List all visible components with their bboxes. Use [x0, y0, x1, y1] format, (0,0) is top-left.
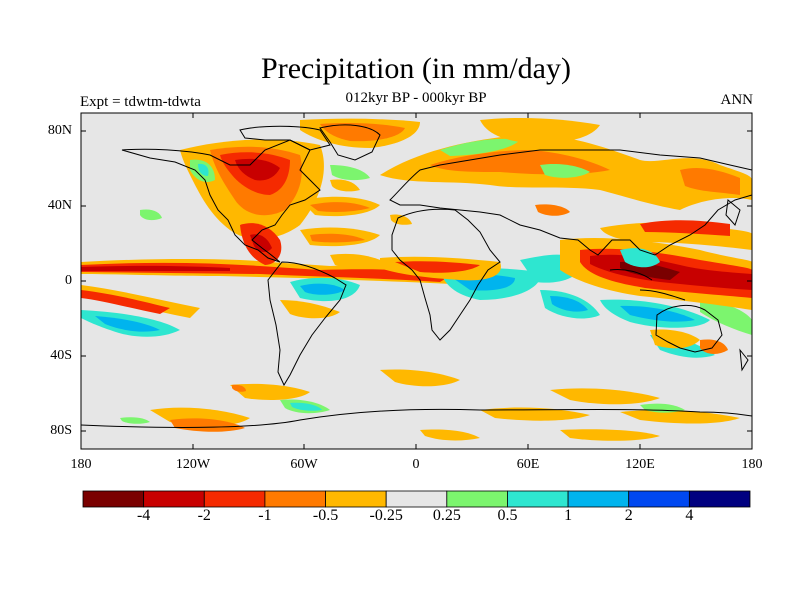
colorbar-tick-label: 2	[624, 507, 633, 524]
colorbar-tick-label: -4	[136, 507, 151, 524]
colorbar-swatch	[264, 490, 326, 508]
season-label: ANN	[720, 92, 754, 108]
colorbar-tick-label: 0.25	[432, 507, 461, 524]
colorbar-swatch	[143, 490, 205, 508]
colorbar-tick-label: -2	[197, 507, 211, 524]
colorbar-swatch	[446, 490, 508, 508]
colorbar-tick-label: -1	[258, 507, 272, 524]
precip-anomaly-field	[81, 117, 752, 441]
colorbar-tick-label: 0.5	[497, 507, 518, 524]
colorbar-tick-label: -0.5	[312, 507, 339, 524]
colorbar-swatch	[203, 490, 266, 508]
map-subtitle: 012kyr BP - 000kyr BP	[345, 90, 487, 106]
colorbar	[82, 490, 751, 508]
colorbar-swatch	[688, 490, 751, 508]
lat-label-40n: 40N	[47, 198, 72, 213]
lat-label-80s: 80S	[50, 423, 72, 438]
colorbar-swatch	[628, 490, 690, 508]
lon-label-60e: 60E	[516, 457, 540, 472]
colorbar-swatch	[507, 490, 569, 508]
lon-label-180e: 180	[741, 457, 763, 472]
lat-label-0: 0	[65, 273, 72, 288]
colorbar-swatch	[325, 490, 387, 508]
lon-label-60w: 60W	[290, 457, 318, 472]
lat-label-80n: 80N	[47, 123, 72, 138]
experiment-label: Expt = tdwtm-tdwta	[80, 94, 201, 110]
lon-label-180w: 180	[70, 457, 92, 472]
lon-label-120w: 120W	[175, 457, 211, 472]
map-title: Precipitation (in mm/day)	[261, 52, 571, 85]
coastlines	[81, 124, 752, 428]
colorbar-swatch	[385, 490, 448, 508]
colorbar-tick-label: -0.25	[369, 507, 403, 524]
colorbar-swatch	[82, 490, 145, 508]
axis-ticks	[81, 113, 752, 449]
lon-label-0: 0	[412, 457, 420, 472]
colorbar-swatch	[567, 490, 630, 508]
colorbar-tick-label: 1	[564, 507, 573, 524]
colorbar-tick-label: 4	[685, 507, 694, 524]
lon-label-120e: 120E	[625, 457, 655, 472]
lat-label-40s: 40S	[50, 348, 72, 363]
